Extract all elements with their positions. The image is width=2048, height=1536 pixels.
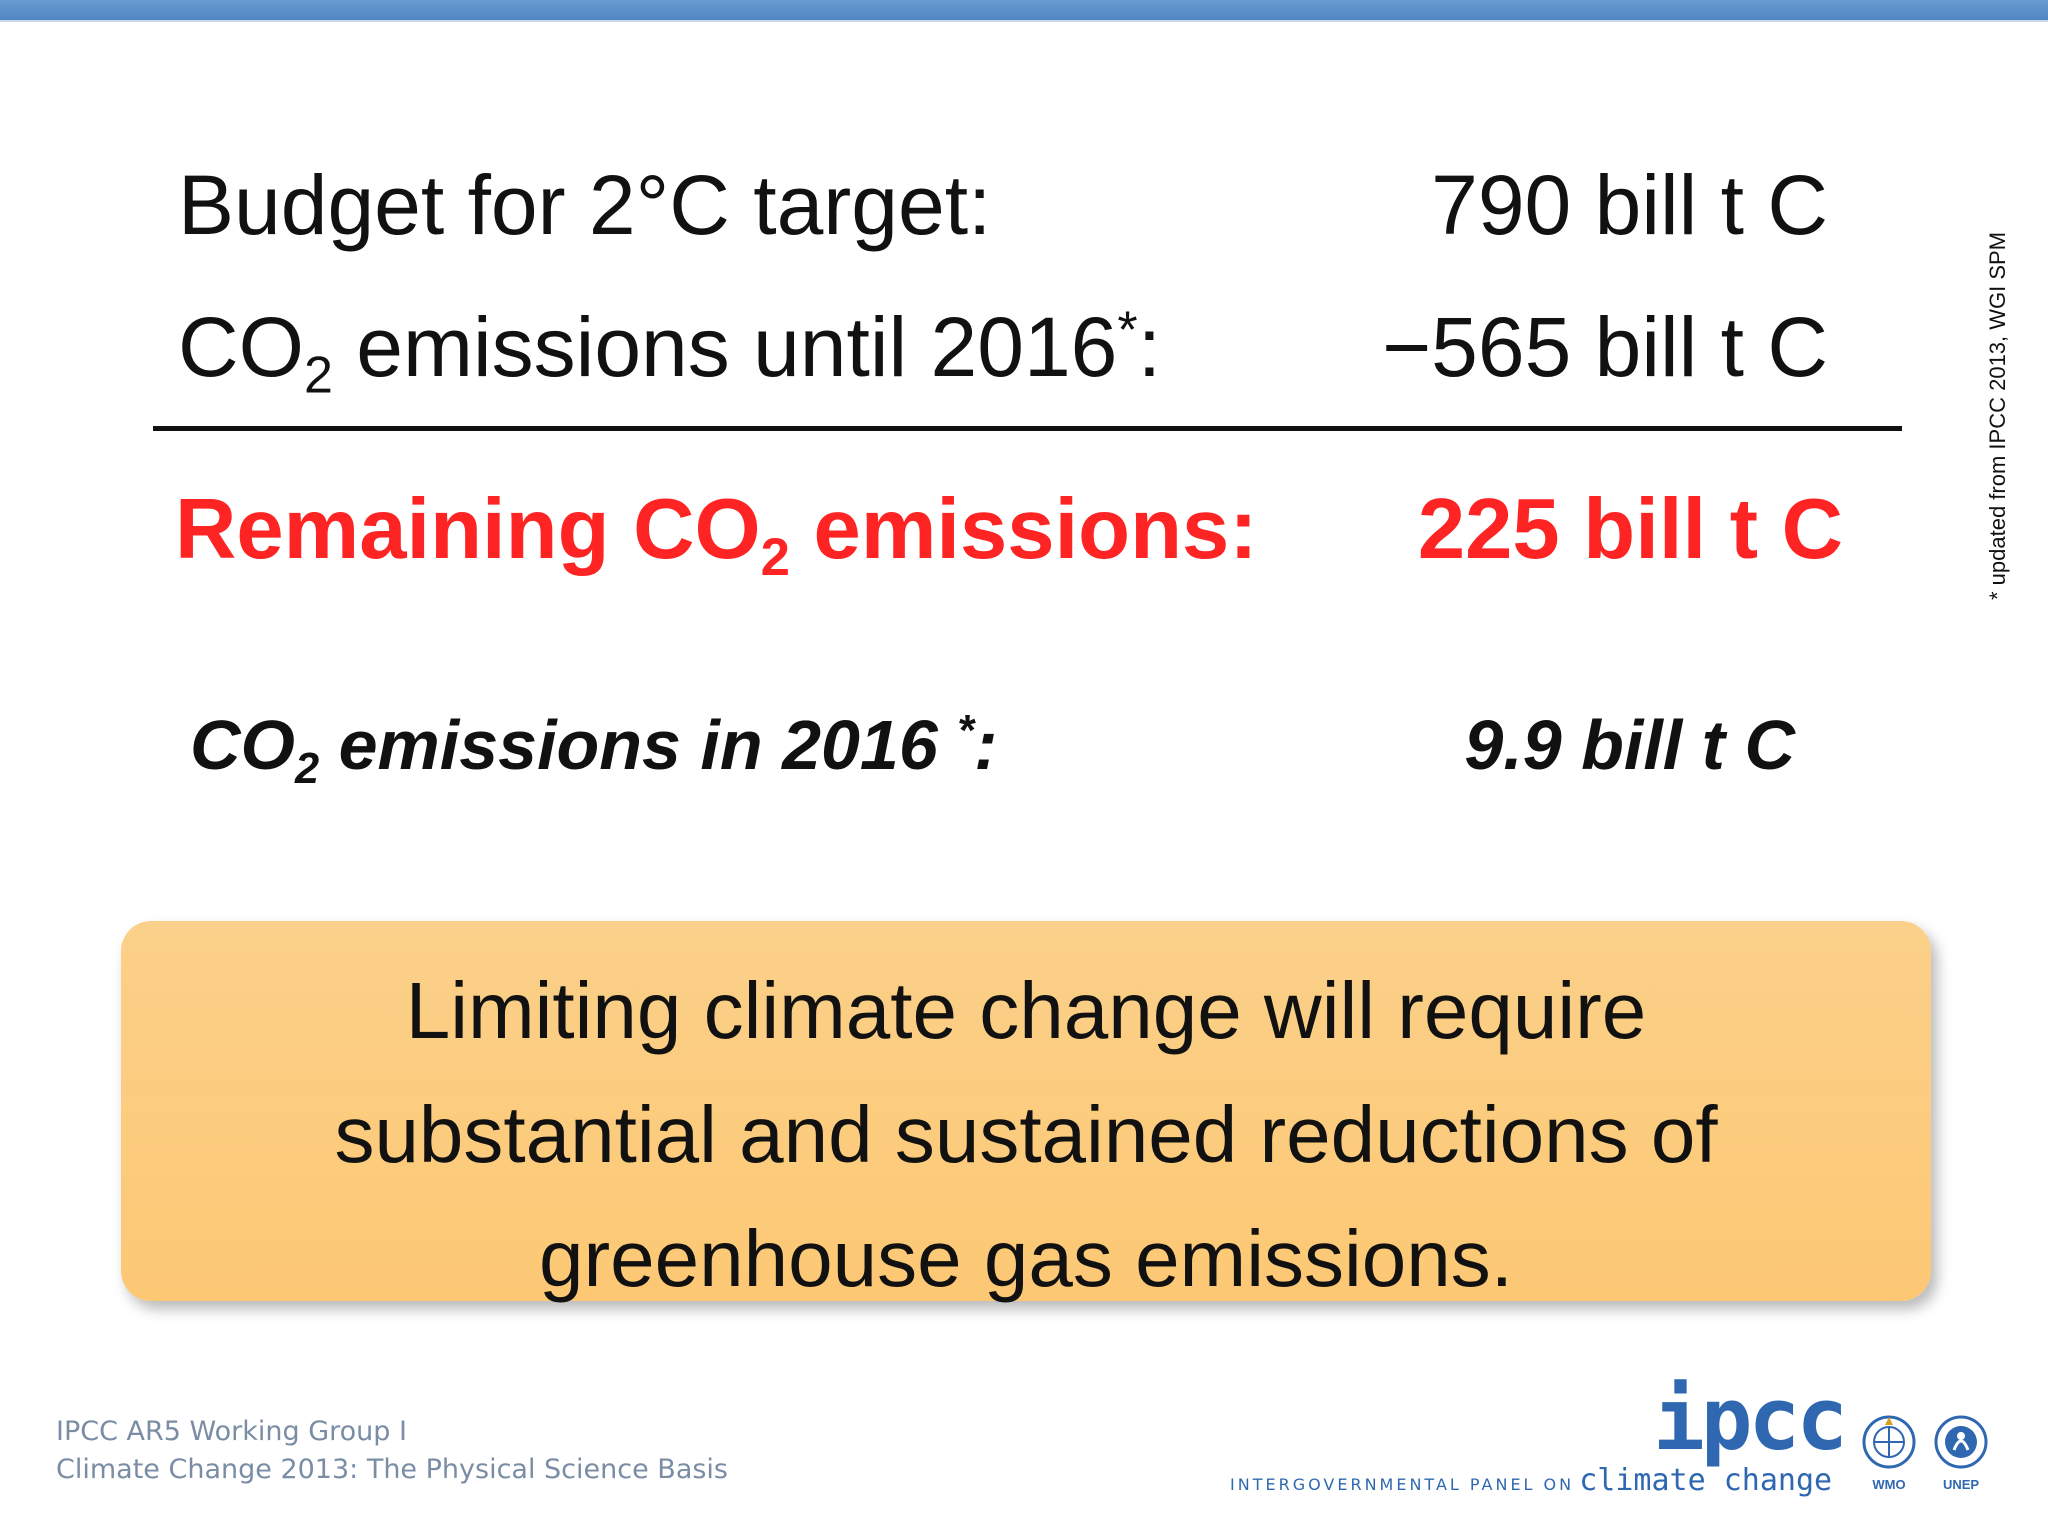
- ipcc-logo: ipcc: [1653, 1370, 1848, 1470]
- wmo-logo-icon: [1862, 1415, 1916, 1469]
- wmo-logo: WMO: [1858, 1412, 1920, 1492]
- budget-row: Budget for 2°C target: 790 bill t C: [178, 145, 1828, 265]
- label-part: :: [1137, 300, 1162, 394]
- footnote-mark: *: [1117, 301, 1138, 360]
- sum-divider-line: [153, 426, 1902, 431]
- label-part: :: [974, 706, 998, 784]
- label-part: CO: [190, 706, 295, 784]
- remaining-label: Remaining CO2 emissions:: [175, 470, 1258, 590]
- subscript-2: 2: [304, 346, 333, 405]
- ipcc-tagline-a: INTERGOVERNMENTAL PANEL ON: [1230, 1475, 1575, 1494]
- footnote-mark: *: [957, 707, 975, 756]
- footnote-source: * updated from IPCC 2013, WGI SPM: [1985, 231, 2010, 600]
- callout-line: substantial and sustained reductions of: [334, 1090, 1718, 1179]
- label-part: emissions:: [789, 482, 1258, 577]
- unep-caption: UNEP: [1942, 1477, 1980, 1492]
- label-part: Remaining CO: [175, 482, 761, 577]
- budget-label: Budget for 2°C target:: [178, 158, 992, 252]
- callout-line: Limiting climate change will require: [405, 966, 1647, 1055]
- label-part: CO: [178, 300, 304, 394]
- budget-value: 790 bill t C: [1431, 158, 1828, 252]
- emissions-2016-row: CO2 emissions in 2016 *: 9.9 bill t C: [190, 685, 1795, 805]
- label-part: emissions until 2016: [332, 300, 1118, 394]
- emissions-2016-value: 9.9 bill t C: [1464, 706, 1795, 784]
- wmo-caption: WMO: [1872, 1477, 1906, 1492]
- label-part: emissions in 2016: [319, 706, 958, 784]
- remaining-row: Remaining CO2 emissions: 225 bill t C: [175, 470, 1843, 590]
- footer-line: Climate Change 2013: The Physical Scienc…: [56, 1454, 728, 1485]
- callout-text: Limiting climate change will require sub…: [121, 949, 1931, 1321]
- emissions-until-label: CO2 emissions until 2016*:: [178, 287, 1161, 407]
- unep-logo: UNEP: [1930, 1412, 1992, 1492]
- footer-source: IPCC AR5 Working Group I Climate Change …: [56, 1413, 728, 1489]
- subscript-2: 2: [295, 744, 320, 793]
- emissions-until-value: −565 bill t C: [1382, 300, 1828, 394]
- subscript-2: 2: [760, 527, 790, 587]
- footer-line: IPCC AR5 Working Group I: [56, 1416, 407, 1447]
- conclusion-callout: Limiting climate change will require sub…: [121, 921, 1931, 1303]
- ipcc-tagline: INTERGOVERNMENTAL PANEL ON climate chang…: [1230, 1463, 1832, 1498]
- emissions-2016-label: CO2 emissions in 2016 *:: [190, 685, 997, 805]
- unep-logo-icon: [1934, 1415, 1988, 1469]
- ipcc-tagline-b: climate change: [1579, 1463, 1833, 1498]
- top-accent-bar: [0, 0, 2048, 22]
- emissions-until-row: CO2 emissions until 2016*: −565 bill t C: [178, 287, 1828, 407]
- remaining-value: 225 bill t C: [1417, 482, 1843, 577]
- callout-line: greenhouse gas emissions.: [539, 1214, 1513, 1303]
